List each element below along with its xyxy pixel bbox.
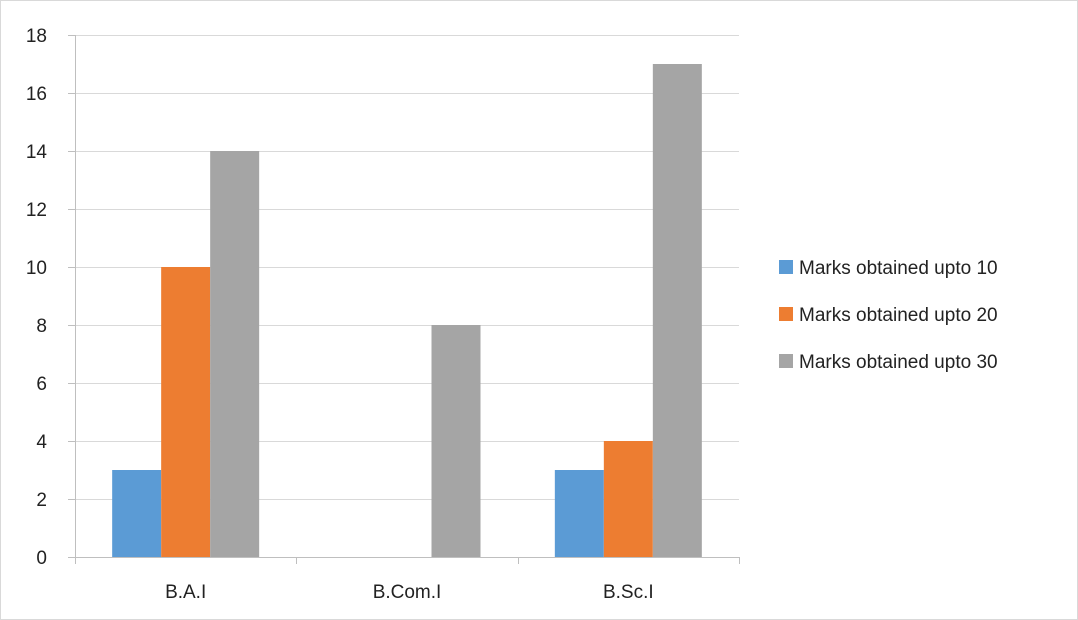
y-tick-label: 0: [36, 548, 47, 569]
y-tick-label: 16: [26, 84, 47, 105]
legend-swatch: [779, 260, 793, 274]
bar: [431, 325, 481, 557]
legend-label: Marks obtained upto 10: [799, 258, 998, 279]
y-tick-label: 10: [26, 258, 47, 279]
bar: [554, 470, 604, 557]
y-tick-label: 6: [36, 374, 47, 395]
y-tick-label: 18: [26, 26, 47, 47]
axes: [68, 35, 740, 564]
y-axis-tick-labels: 0 2 4 6 8 10 12 14 16 18: [26, 26, 48, 569]
bars: [112, 64, 702, 557]
x-axis-tick-labels: B.A.I B.Com.I B.Sc.I: [165, 582, 654, 603]
legend-swatch: [779, 307, 793, 321]
x-tick-label: B.A.I: [165, 582, 206, 603]
y-tick-label: 2: [36, 490, 47, 511]
y-tick-label: 4: [36, 432, 47, 453]
legend: Marks obtained upto 10 Marks obtained upt…: [779, 258, 998, 373]
x-tick-label: B.Com.I: [373, 582, 442, 603]
y-tick-label: 8: [36, 316, 47, 337]
y-tick-label: 14: [26, 142, 48, 163]
bar: [112, 470, 162, 557]
bar: [210, 151, 260, 557]
legend-label: Marks obtained upto 20: [799, 305, 998, 326]
legend-item: Marks obtained upto 10: [779, 258, 998, 279]
bar: [603, 441, 653, 557]
legend-item: Marks obtained upto 20: [779, 305, 998, 326]
bar: [161, 267, 211, 557]
y-tick-label: 12: [26, 200, 47, 221]
legend-swatch: [779, 354, 793, 368]
x-tick-label: B.Sc.I: [603, 582, 654, 603]
legend-item: Marks obtained upto 30: [779, 352, 998, 373]
legend-label: Marks obtained upto 30: [799, 352, 998, 373]
bar: [652, 64, 702, 557]
